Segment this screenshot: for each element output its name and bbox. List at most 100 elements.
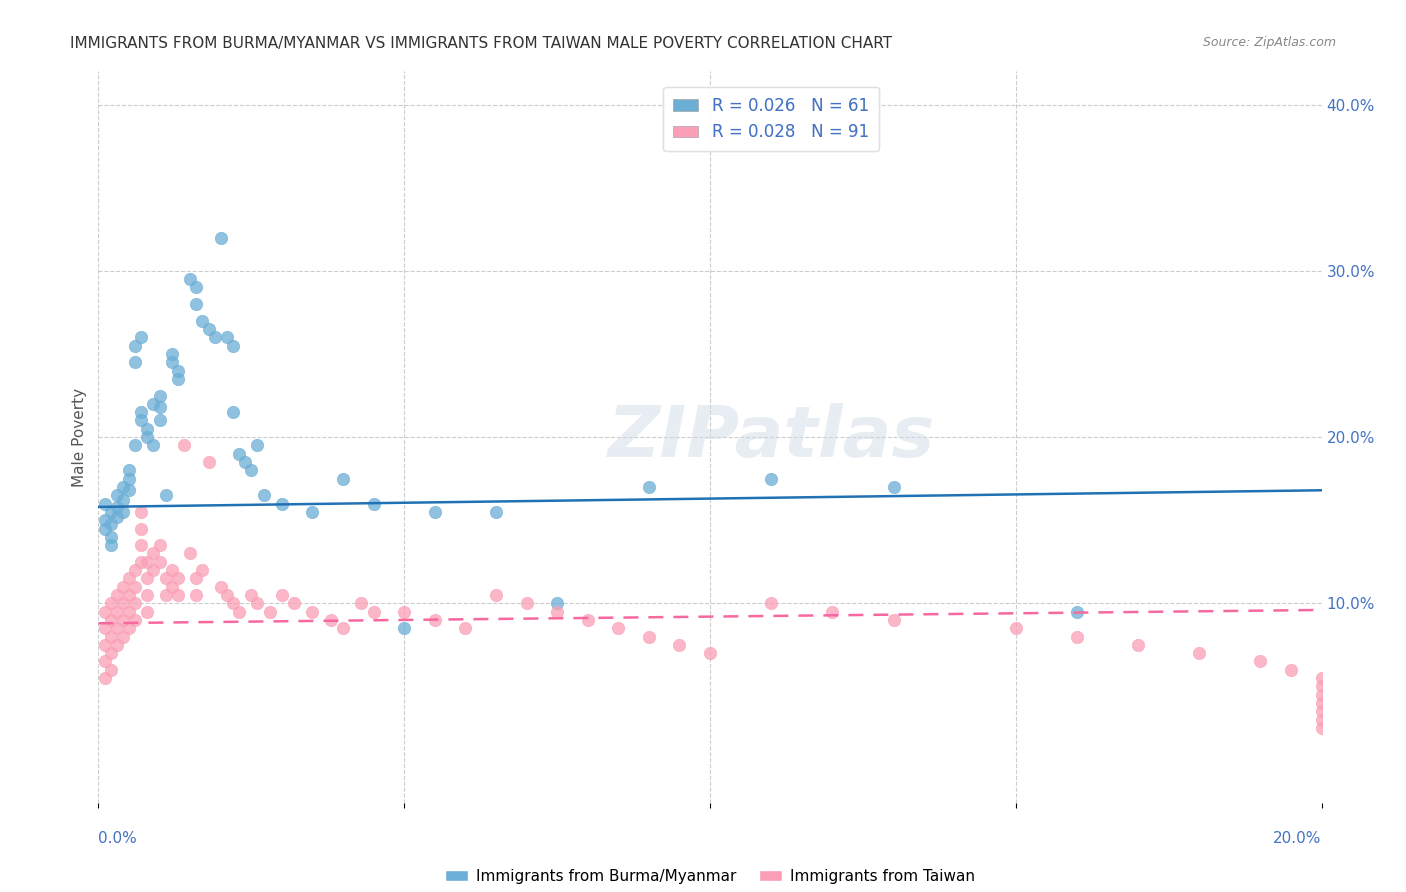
Point: [1128, 638, 1150, 652]
Point: [1310, 713, 1333, 727]
Point: [259, 605, 281, 619]
Point: [1310, 680, 1333, 694]
Point: [155, 488, 177, 502]
Point: [105, 488, 128, 502]
Text: Source: ZipAtlas.com: Source: ZipAtlas.com: [1202, 36, 1336, 49]
Point: [485, 588, 508, 602]
Point: [319, 613, 342, 627]
Point: [332, 472, 354, 486]
Point: [124, 613, 146, 627]
Text: 20.0%: 20.0%: [1274, 831, 1322, 846]
Point: [1310, 696, 1333, 710]
Point: [149, 388, 172, 402]
Point: [155, 571, 177, 585]
Point: [1310, 688, 1333, 702]
Point: [821, 605, 844, 619]
Point: [209, 580, 232, 594]
Point: [93, 621, 115, 635]
Point: [546, 605, 568, 619]
Point: [111, 493, 134, 508]
Point: [215, 588, 238, 602]
Point: [222, 338, 245, 352]
Y-axis label: Male Poverty: Male Poverty: [72, 387, 87, 487]
Point: [100, 516, 122, 531]
Point: [228, 605, 250, 619]
Point: [160, 347, 183, 361]
Point: [363, 605, 385, 619]
Point: [1066, 605, 1088, 619]
Point: [332, 621, 354, 635]
Point: [149, 538, 172, 552]
Point: [423, 613, 446, 627]
Point: [93, 521, 115, 535]
Point: [186, 571, 208, 585]
Point: [100, 613, 122, 627]
Point: [197, 322, 219, 336]
Point: [392, 605, 416, 619]
Point: [576, 613, 599, 627]
Point: [1279, 663, 1302, 677]
Point: [93, 497, 115, 511]
Point: [118, 483, 141, 498]
Point: [228, 447, 250, 461]
Point: [240, 588, 263, 602]
Point: [93, 513, 115, 527]
Point: [167, 372, 190, 386]
Point: [118, 571, 141, 585]
Point: [129, 521, 152, 535]
Point: [93, 655, 115, 669]
Point: [118, 463, 141, 477]
Point: [105, 588, 128, 602]
Point: [160, 563, 183, 577]
Point: [423, 505, 446, 519]
Point: [1249, 655, 1271, 669]
Point: [100, 505, 122, 519]
Point: [301, 505, 323, 519]
Point: [155, 588, 177, 602]
Point: [136, 571, 159, 585]
Point: [222, 596, 245, 610]
Point: [222, 405, 245, 419]
Point: [186, 588, 208, 602]
Point: [118, 588, 141, 602]
Point: [191, 314, 214, 328]
Point: [637, 480, 661, 494]
Point: [136, 430, 159, 444]
Point: [149, 555, 172, 569]
Point: [93, 671, 115, 685]
Point: [142, 563, 165, 577]
Point: [118, 605, 141, 619]
Point: [142, 397, 165, 411]
Text: IMMIGRANTS FROM BURMA/MYANMAR VS IMMIGRANTS FROM TAIWAN MALE POVERTY CORRELATION: IMMIGRANTS FROM BURMA/MYANMAR VS IMMIGRA…: [70, 36, 893, 51]
Point: [105, 500, 128, 514]
Point: [270, 588, 292, 602]
Point: [191, 563, 214, 577]
Point: [105, 509, 128, 524]
Point: [118, 621, 141, 635]
Point: [100, 630, 122, 644]
Point: [129, 413, 152, 427]
Point: [93, 605, 115, 619]
Point: [186, 297, 208, 311]
Point: [118, 472, 141, 486]
Point: [124, 580, 146, 594]
Point: [204, 330, 226, 344]
Point: [637, 630, 661, 644]
Point: [485, 505, 508, 519]
Point: [100, 663, 122, 677]
Point: [173, 438, 195, 452]
Point: [186, 280, 208, 294]
Legend: R = 0.026   N = 61, R = 0.028   N = 91: R = 0.026 N = 61, R = 0.028 N = 91: [664, 87, 879, 152]
Point: [124, 438, 146, 452]
Point: [668, 638, 690, 652]
Point: [124, 338, 146, 352]
Point: [270, 497, 292, 511]
Point: [301, 605, 323, 619]
Point: [111, 505, 134, 519]
Point: [111, 480, 134, 494]
Point: [105, 638, 128, 652]
Point: [179, 272, 201, 286]
Point: [100, 646, 122, 660]
Point: [167, 571, 190, 585]
Point: [607, 621, 630, 635]
